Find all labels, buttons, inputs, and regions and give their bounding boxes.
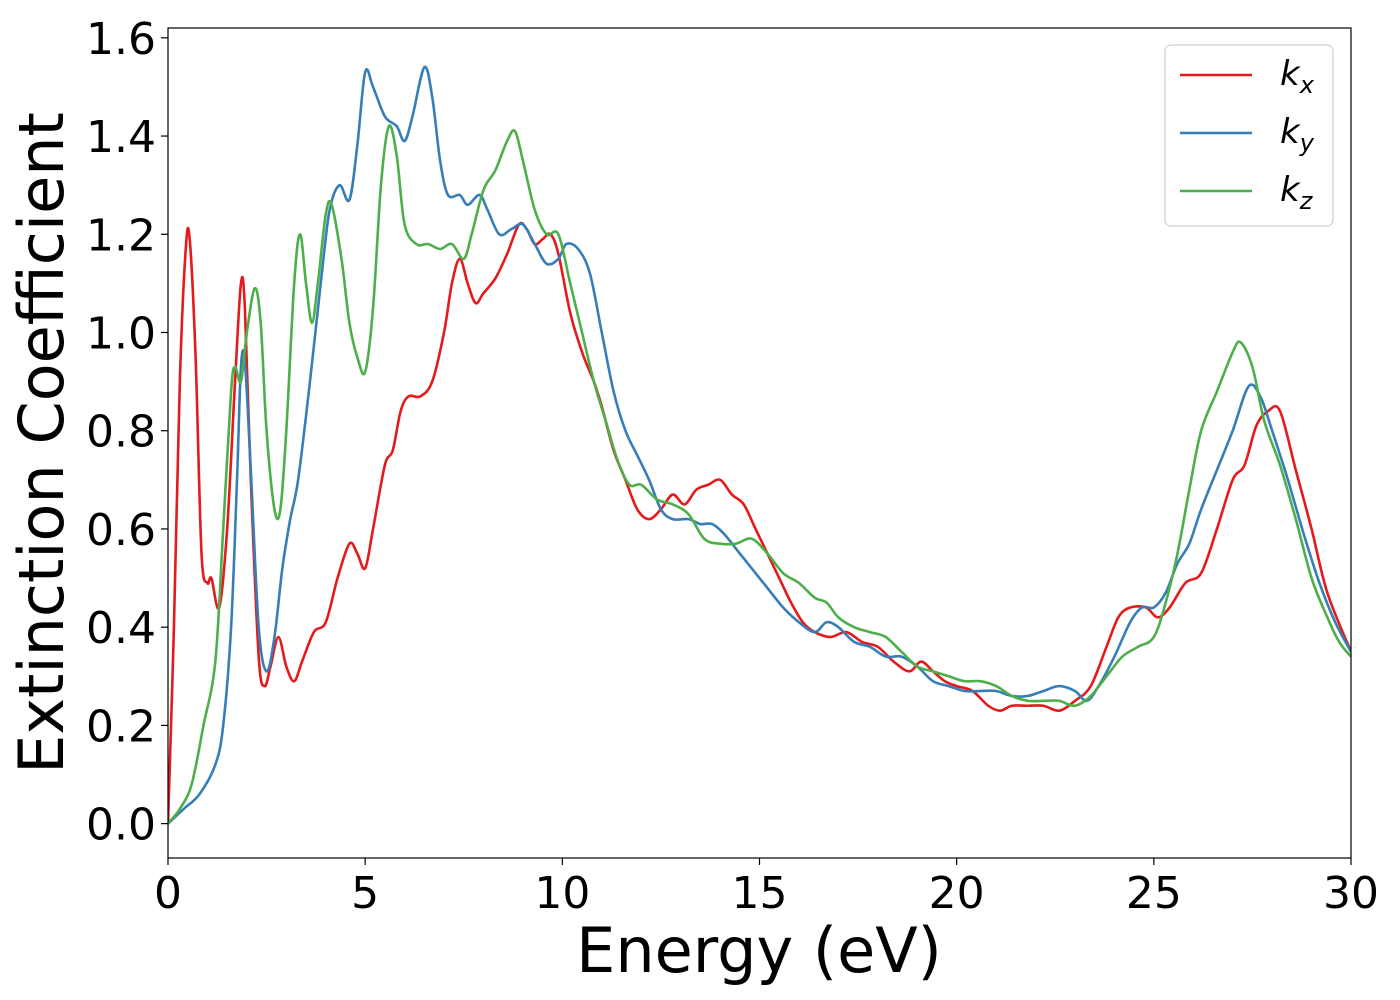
series-line-y — [168, 65, 1351, 825]
y-tick-label: 0.0 — [86, 800, 156, 851]
x-axis-title: Energy (eV) — [576, 914, 942, 987]
y-axis: 0.0 0.2 0.4 0.6 0.8 1.0 1.2 1.4 1.6 — [86, 14, 168, 851]
y-axis-title: Extinction Coefficient — [5, 112, 78, 774]
y-tick-label: 0.8 — [86, 407, 156, 458]
x-tick-label: 10 — [534, 868, 590, 919]
y-tick-label: 1.0 — [86, 308, 156, 359]
x-axis: 0 5 10 15 20 25 30 — [154, 858, 1379, 919]
y-tick-label: 1.6 — [86, 14, 156, 65]
x-tick-label: 0 — [154, 868, 182, 919]
y-tick-label: 1.4 — [86, 112, 156, 163]
y-tick-label: 0.2 — [86, 701, 156, 752]
y-tick-label: 0.4 — [86, 603, 156, 654]
y-tick-label: 1.2 — [86, 210, 156, 261]
legend-box — [1164, 44, 1334, 227]
x-tick-label: 30 — [1323, 868, 1379, 919]
x-tick-label: 15 — [732, 868, 788, 919]
series-line-x — [168, 221, 1351, 824]
x-tick-label: 5 — [351, 868, 379, 919]
x-tick-label: 25 — [1126, 868, 1182, 919]
x-tick-label: 20 — [929, 868, 985, 919]
y-tick-label: 0.6 — [86, 505, 156, 556]
series-line-z — [168, 124, 1351, 825]
series-layer — [168, 65, 1351, 825]
